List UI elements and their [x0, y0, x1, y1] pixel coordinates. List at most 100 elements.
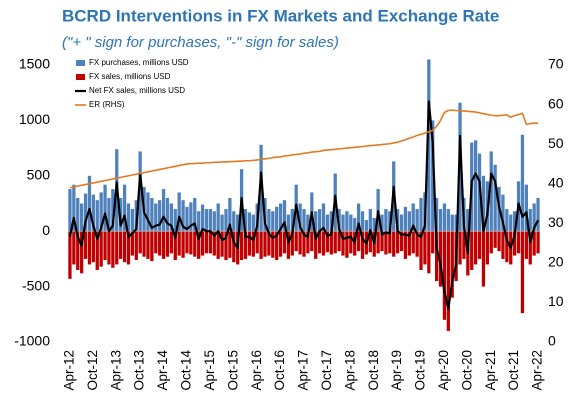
- bar: [282, 200, 287, 232]
- bar: [345, 211, 349, 232]
- x-tick-label: Apr-22: [530, 350, 545, 391]
- bar: [290, 231, 294, 256]
- chart-title: BCRD Interventions in FX Markets and Exc…: [62, 6, 499, 25]
- y2-tick-label: 50: [548, 135, 564, 151]
- bar: [91, 194, 95, 232]
- bar: [353, 231, 357, 256]
- bar: [376, 231, 380, 254]
- bar: [438, 209, 443, 232]
- bar: [532, 203, 536, 232]
- bar: [349, 231, 353, 254]
- bar: [321, 203, 326, 232]
- bar: [158, 231, 162, 256]
- bar: [232, 211, 236, 232]
- bar: [407, 211, 411, 232]
- bar: [310, 231, 314, 252]
- legend-label: FX purchases, millions USD: [89, 58, 189, 67]
- bar: [68, 231, 72, 279]
- bar: [329, 231, 333, 255]
- bar: [403, 231, 408, 259]
- bar: [95, 231, 99, 270]
- bar: [360, 231, 365, 259]
- bar: [263, 231, 267, 257]
- bar: [224, 209, 228, 232]
- legend: FX purchases, millions USD FX sales, mill…: [75, 58, 189, 109]
- legend-swatch: [76, 60, 85, 66]
- bar: [271, 231, 275, 258]
- bar: [76, 231, 80, 270]
- bar: [536, 197, 540, 232]
- bar: [493, 231, 497, 248]
- legend-label: ER (RHS): [89, 100, 125, 109]
- y-tick-label: -1000: [14, 333, 50, 349]
- bar: [329, 211, 333, 232]
- x-tick-label: Oct-15: [225, 350, 240, 391]
- bar: [130, 231, 135, 256]
- bar: [111, 231, 115, 268]
- bar: [294, 231, 298, 252]
- bar: [454, 214, 458, 232]
- legend-swatch: [76, 74, 85, 80]
- x-tick-label: Apr-16: [249, 350, 264, 391]
- bar: [185, 231, 189, 254]
- x-tick-label: Oct-12: [85, 350, 100, 391]
- bar: [173, 209, 177, 232]
- bar: [427, 231, 431, 274]
- bar: [158, 200, 162, 232]
- bar: [243, 209, 248, 232]
- bar: [513, 231, 517, 256]
- bar: [161, 231, 166, 259]
- bar: [275, 231, 279, 261]
- bar: [368, 209, 372, 232]
- y2-tick-label: 60: [548, 95, 564, 111]
- bar: [431, 231, 435, 254]
- bar: [364, 220, 369, 232]
- bar: [501, 194, 505, 232]
- bar: [146, 192, 150, 232]
- bar: [134, 231, 138, 261]
- bar: [197, 231, 201, 259]
- bar: [399, 231, 404, 252]
- y2-tick-label: 40: [548, 174, 564, 190]
- bar: [353, 217, 357, 232]
- bar: [161, 189, 166, 232]
- bar: [138, 151, 142, 232]
- bar: [419, 197, 423, 232]
- bar: [103, 231, 107, 261]
- bar: [83, 193, 88, 232]
- x-tick-label: Apr-15: [202, 350, 217, 391]
- bar: [290, 209, 294, 232]
- bar: [427, 59, 431, 232]
- bar: [423, 231, 427, 265]
- bar: [115, 231, 119, 265]
- bar: [434, 197, 439, 232]
- line: [69, 109, 539, 189]
- bar: [524, 184, 528, 232]
- y-tick-label: 1500: [19, 56, 50, 72]
- bar: [216, 231, 220, 259]
- bar: [251, 231, 255, 257]
- bar: [111, 189, 115, 232]
- x-tick-label: Apr-14: [155, 350, 170, 391]
- bar: [520, 134, 525, 232]
- bar: [243, 231, 248, 259]
- bar: [204, 231, 209, 254]
- bar: [228, 231, 232, 258]
- bar: [302, 209, 306, 232]
- bar: [493, 164, 497, 232]
- bar: [80, 231, 84, 274]
- bar: [442, 231, 447, 320]
- bar: [458, 231, 462, 265]
- bar: [130, 209, 135, 232]
- line: [68, 100, 540, 310]
- x-tick-label: Apr-18: [342, 350, 357, 391]
- bar: [212, 231, 216, 256]
- bar: [360, 211, 365, 232]
- bar: [317, 231, 322, 254]
- bar: [407, 231, 411, 256]
- bar: [200, 231, 205, 256]
- bar: [314, 231, 318, 259]
- bar: [345, 231, 349, 258]
- bar: [83, 231, 88, 259]
- bar: [341, 231, 345, 256]
